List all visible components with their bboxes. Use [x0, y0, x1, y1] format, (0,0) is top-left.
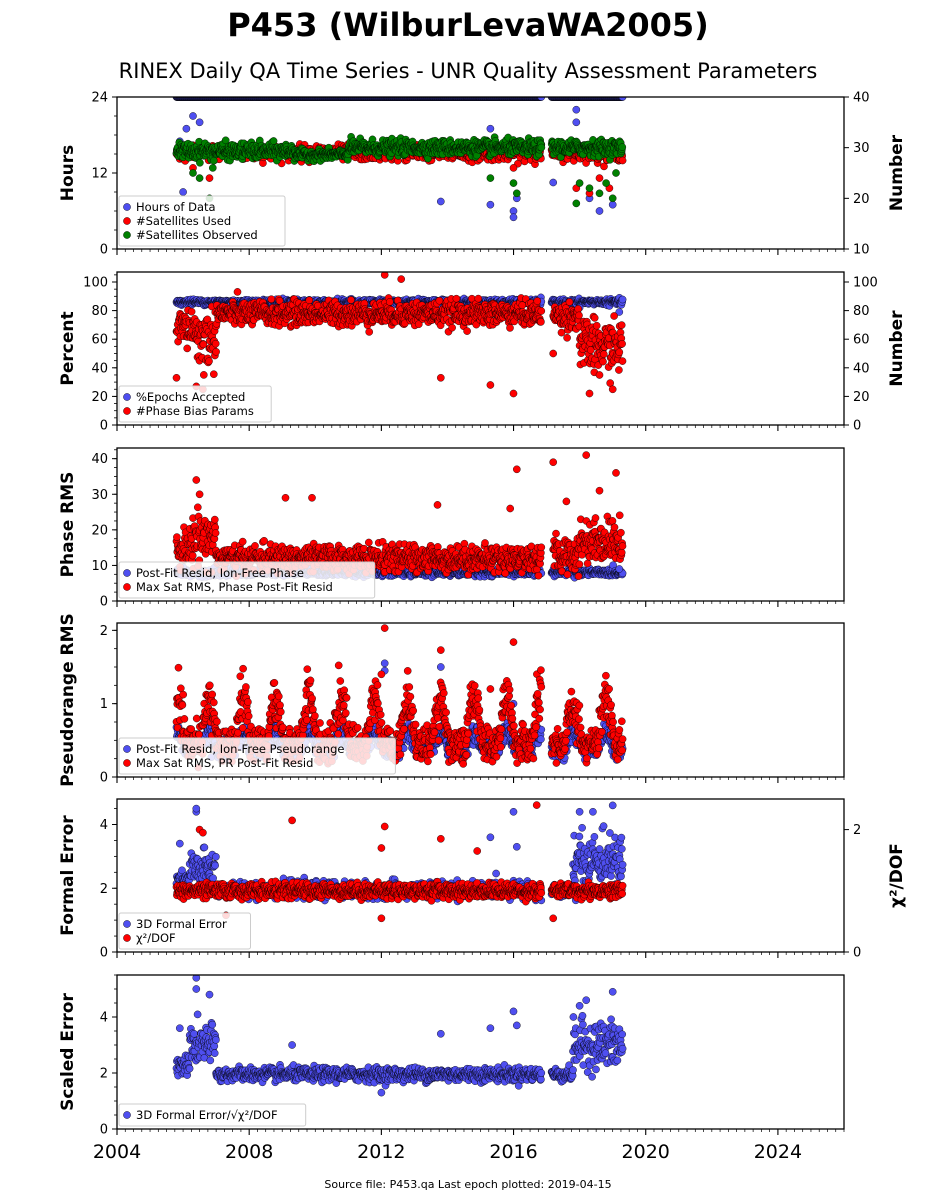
data-point	[205, 357, 213, 366]
y-tick-label: 24	[91, 91, 108, 106]
data-point	[195, 174, 204, 182]
data-point	[618, 143, 627, 151]
legend-marker	[123, 203, 131, 211]
y-right-tick-label: 40	[853, 91, 870, 106]
data-point	[179, 188, 187, 196]
data-point	[537, 143, 546, 152]
data-point	[195, 118, 204, 127]
data-point	[347, 296, 355, 304]
data-point	[572, 199, 581, 208]
data-point	[189, 169, 197, 177]
data-point	[305, 296, 314, 305]
data-point	[212, 347, 220, 356]
y-right-tick-label: 30	[853, 141, 870, 156]
data-point	[618, 156, 627, 165]
figure-title: P453 (WilburLevaWA2005)	[227, 6, 709, 44]
data-point	[196, 158, 204, 167]
data-point	[513, 189, 521, 198]
panel-1-points	[172, 97, 627, 222]
legend-marker	[123, 217, 131, 225]
data-point	[608, 194, 617, 203]
figure-subtitle: RINEX Daily QA Time Series - UNR Quality…	[119, 59, 818, 83]
data-point	[608, 200, 617, 209]
data-point	[509, 213, 518, 222]
data-point	[267, 295, 276, 304]
data-point	[189, 112, 197, 120]
y-right-tick-label: 20	[853, 192, 870, 207]
data-point	[365, 328, 374, 336]
data-point	[211, 339, 220, 348]
y-axis-label: Hours	[58, 145, 78, 202]
data-point	[509, 179, 518, 187]
data-point	[575, 179, 584, 187]
y-tick-label: 0	[100, 243, 108, 258]
data-point	[269, 137, 278, 145]
data-point	[205, 174, 214, 182]
legend: Hours of Data#Satellites Used#Satellites…	[118, 195, 286, 247]
data-point	[182, 124, 191, 133]
data-point	[486, 200, 495, 209]
data-point	[549, 178, 558, 187]
legend-entry: #Satellites Used	[136, 214, 231, 228]
legend-marker	[123, 231, 131, 239]
data-point	[595, 174, 604, 182]
legend-entry: #Satellites Observed	[136, 228, 258, 242]
data-point	[612, 169, 620, 177]
data-point	[572, 118, 581, 127]
data-point	[595, 207, 604, 215]
y-tick-label: 12	[91, 167, 108, 182]
data-point	[208, 164, 217, 172]
data-point	[436, 197, 445, 206]
data-point	[486, 124, 495, 133]
data-point	[233, 288, 242, 296]
series-2-red	[172, 272, 627, 398]
y-right-tick-label: 10	[853, 243, 870, 258]
data-point	[183, 344, 191, 353]
data-point	[209, 156, 218, 165]
data-point	[199, 371, 208, 379]
data-point	[585, 184, 594, 192]
data-point	[602, 179, 610, 187]
data-point	[572, 105, 581, 114]
y-right-axis-label: Number	[887, 134, 907, 211]
panel-2-points	[172, 272, 627, 398]
data-point	[509, 164, 518, 172]
data-point	[187, 307, 196, 316]
data-point	[618, 295, 627, 304]
panel-2: 020406080100Percent020406080100Number%Ep…	[58, 271, 907, 434]
legend-entry: Hours of Data	[136, 200, 216, 214]
data-point	[486, 174, 495, 182]
data-point	[209, 370, 218, 379]
data-point	[595, 189, 604, 198]
